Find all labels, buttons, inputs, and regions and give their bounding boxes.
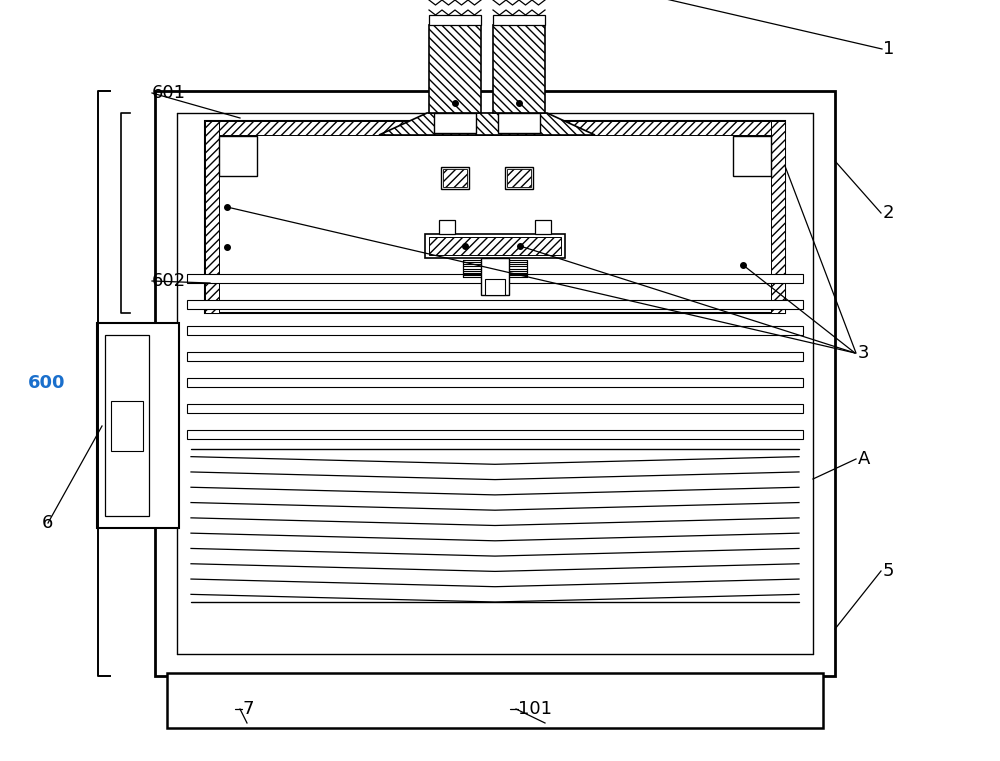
Text: 6: 6 (42, 514, 53, 532)
Bar (97, 323, 157, 528)
Bar (205, 121, 785, 313)
Bar (429, 25, 481, 113)
Text: 602: 602 (152, 272, 186, 290)
Bar (205, 121, 785, 135)
Text: A: A (858, 450, 870, 468)
Bar (187, 404, 803, 413)
Bar (187, 300, 803, 309)
Bar (187, 274, 803, 283)
Bar (111, 401, 143, 451)
Bar (813, 113, 835, 654)
Bar (155, 91, 835, 113)
Bar (505, 167, 533, 189)
Text: 601: 601 (152, 84, 186, 102)
Bar (155, 654, 835, 676)
Text: 101: 101 (518, 700, 552, 718)
Bar (507, 169, 531, 187)
Bar (187, 326, 803, 335)
Bar (205, 121, 219, 313)
Text: 3: 3 (858, 344, 870, 362)
Text: 5: 5 (883, 562, 895, 580)
Bar (187, 430, 803, 439)
Bar (425, 234, 565, 258)
Text: 7: 7 (242, 700, 254, 718)
Bar (429, 15, 481, 25)
Bar (771, 121, 785, 313)
Bar (733, 136, 771, 176)
Bar (493, 25, 545, 113)
Bar (177, 681, 813, 720)
Bar (441, 167, 469, 189)
Bar (498, 113, 540, 133)
Bar (187, 352, 803, 361)
Bar (167, 673, 823, 728)
Bar (493, 15, 545, 25)
Bar (439, 220, 455, 234)
Bar (187, 378, 803, 387)
Bar (429, 237, 561, 255)
Bar (485, 279, 505, 295)
Bar (155, 113, 177, 654)
Bar (219, 136, 257, 176)
Bar (105, 335, 149, 516)
Bar (155, 91, 835, 676)
Text: 1: 1 (883, 40, 894, 58)
Polygon shape (379, 113, 595, 135)
Text: 2: 2 (883, 204, 895, 222)
Bar (434, 113, 476, 133)
Bar (443, 169, 467, 187)
Bar (97, 323, 179, 528)
Bar (481, 258, 509, 295)
Bar (177, 602, 813, 654)
Text: 600: 600 (28, 374, 66, 392)
Bar (535, 220, 551, 234)
